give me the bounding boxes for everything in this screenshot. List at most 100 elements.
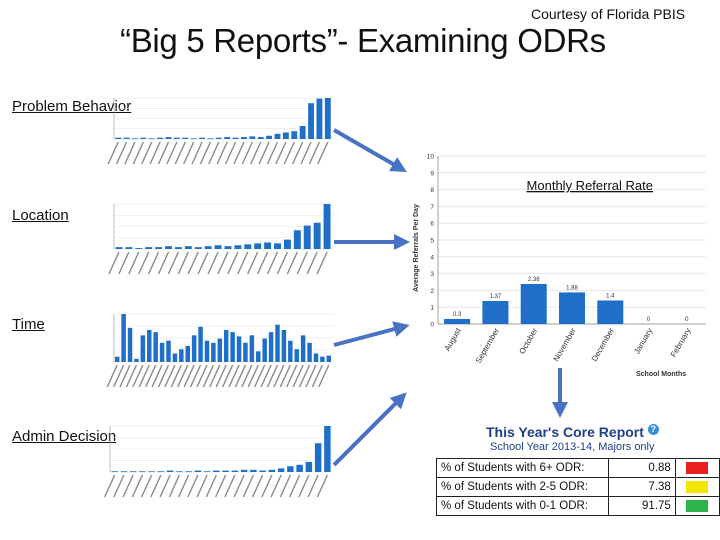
thumb-time-bar (204, 340, 210, 362)
thumb-time-bar (153, 332, 158, 362)
thumb-location-bar (155, 247, 163, 249)
thumb-admin-decision-tick-label (224, 474, 236, 498)
thumb-admin-decision-tick-label (307, 474, 319, 498)
thumb-time-bar (300, 335, 306, 362)
thumb-problem-behavior-tick-label (124, 141, 136, 165)
thumb-time-bar (326, 355, 332, 362)
thumb-time-bar (262, 338, 267, 362)
bar-value-label: 2.38 (528, 277, 540, 283)
thumb-time-tick-label (170, 364, 182, 388)
thumb-admin-decision-tick-label (233, 474, 245, 498)
thumb-location-bar (234, 245, 242, 249)
thumb-problem-behavior-tick-label (157, 141, 170, 165)
thumb-time-bar (256, 351, 261, 362)
core-report-table: % of Students with 6+ ODR: 0.88% of Stude… (436, 458, 720, 516)
thumb-admin-decision-bar (314, 443, 322, 472)
thumbnail-problem-behavior-chart (107, 97, 334, 165)
thumb-admin-decision-tick-label (122, 474, 134, 498)
thumb-location-bar (194, 247, 202, 249)
thumb-location-bar (254, 243, 262, 249)
thumb-time-tick-label (145, 364, 157, 388)
thumb-time-tick-label (189, 364, 202, 388)
thumb-time-tick-label (254, 364, 266, 388)
thumb-problem-behavior-bar (232, 137, 239, 139)
thumb-admin-decision-tick-label (103, 474, 116, 498)
y-tick-label: 9 (430, 170, 434, 177)
thumb-time-bar (114, 356, 120, 362)
thumb-location-tick-label (147, 251, 160, 275)
thumb-location-tick-label (237, 251, 249, 275)
label-location: Location (12, 207, 69, 224)
thumb-admin-decision-tick-label (242, 474, 255, 498)
thumb-admin-decision-bar (287, 466, 294, 472)
thumb-admin-decision-bar (324, 426, 331, 472)
thumb-admin-decision-tick-label (140, 474, 153, 498)
y-axis-label: Average Referrals Per Day (413, 204, 420, 292)
thumb-problem-behavior-bar (316, 98, 323, 139)
core-report-row-label: % of Students with 6+ ODR: (436, 458, 609, 478)
thumb-problem-behavior-bar (282, 132, 289, 139)
thumb-admin-decision-tick-label (251, 474, 264, 498)
thumb-location-bar (214, 245, 222, 249)
core-report-row-indicator (674, 458, 720, 478)
thumb-admin-decision-bar (277, 468, 285, 472)
thumb-location-tick-label (177, 251, 189, 275)
thumb-problem-behavior-tick-label (283, 141, 295, 165)
thumb-time-bar (230, 332, 235, 362)
y-axis-ticks: 0 1 2 3 4 5 6 7 8 9 10 (427, 154, 435, 329)
status-color-swatch (686, 499, 709, 512)
thumb-location-tick-label (276, 251, 289, 275)
thumb-problem-behavior-tick-label (258, 141, 270, 165)
thumb-location-tick-label (217, 251, 229, 275)
thumb-location-bar (174, 247, 182, 249)
bar-august (444, 318, 471, 324)
thumb-problem-behavior-tick-label (216, 141, 228, 165)
thumb-admin-decision-tick-label (214, 474, 227, 498)
thumb-problem-behavior-bar (123, 137, 130, 139)
thumb-location-bar (244, 244, 252, 249)
thumb-admin-decision-tick-label (113, 474, 125, 498)
thumb-admin-decision-bar (305, 461, 313, 472)
thumb-location-tick-label (118, 251, 130, 275)
thumb-admin-decision-bar (185, 471, 192, 473)
thumb-problem-behavior-bar (207, 138, 214, 140)
thumb-problem-behavior-bar (190, 138, 197, 140)
thumb-location-tick-label (197, 251, 209, 275)
thumb-time-tick-label (106, 364, 118, 388)
thumb-problem-behavior-tick-label (224, 141, 237, 165)
thumb-location-tick-label (187, 251, 199, 275)
thumb-problem-behavior-bar (291, 131, 298, 139)
bar-value-label: 0.3 (453, 312, 462, 318)
help-icon[interactable]: ? (647, 424, 659, 435)
bar-december (597, 300, 624, 324)
thumb-admin-decision-bar (259, 470, 266, 472)
thumb-problem-behavior-bar (140, 137, 147, 139)
thumb-time-bar (211, 342, 216, 362)
thumb-location-tick-label (306, 251, 318, 275)
thumb-problem-behavior-bar (241, 137, 247, 139)
x-axis-ticks: August September October November December Ja… (443, 326, 693, 365)
core-report-subtitle: School Year 2013-14, Majors only (490, 441, 655, 453)
thumb-time-tick-label (157, 364, 170, 388)
thumb-time-bar (249, 335, 255, 362)
thumb-problem-behavior-tick-label (183, 141, 195, 165)
thumb-admin-decision-bar (203, 471, 211, 473)
thumb-problem-behavior-tick-label (292, 141, 304, 165)
thumb-problem-behavior-tick-label (115, 141, 128, 165)
x-tick-label: October (517, 326, 539, 355)
thumb-time-bar (223, 330, 229, 362)
thumb-time-bar (294, 349, 299, 362)
thumb-problem-behavior-tick-label (132, 141, 144, 165)
arrow-admin-decision (332, 392, 407, 467)
thumb-location-bar (293, 230, 301, 249)
status-color-swatch (686, 480, 709, 493)
thumb-problem-behavior-tick-label (208, 141, 220, 165)
thumb-time-tick-label (279, 364, 291, 388)
thumb-time-tick-label (273, 364, 285, 388)
thumb-time-tick-label (183, 364, 195, 388)
thumb-location-tick-label (207, 251, 219, 275)
thumb-time-bar (191, 335, 197, 362)
thumb-location-tick-label (227, 251, 239, 275)
y-tick-label: 4 (430, 254, 434, 261)
slide-title: “Big 5 Reports”- Examining ODRs (120, 22, 606, 59)
